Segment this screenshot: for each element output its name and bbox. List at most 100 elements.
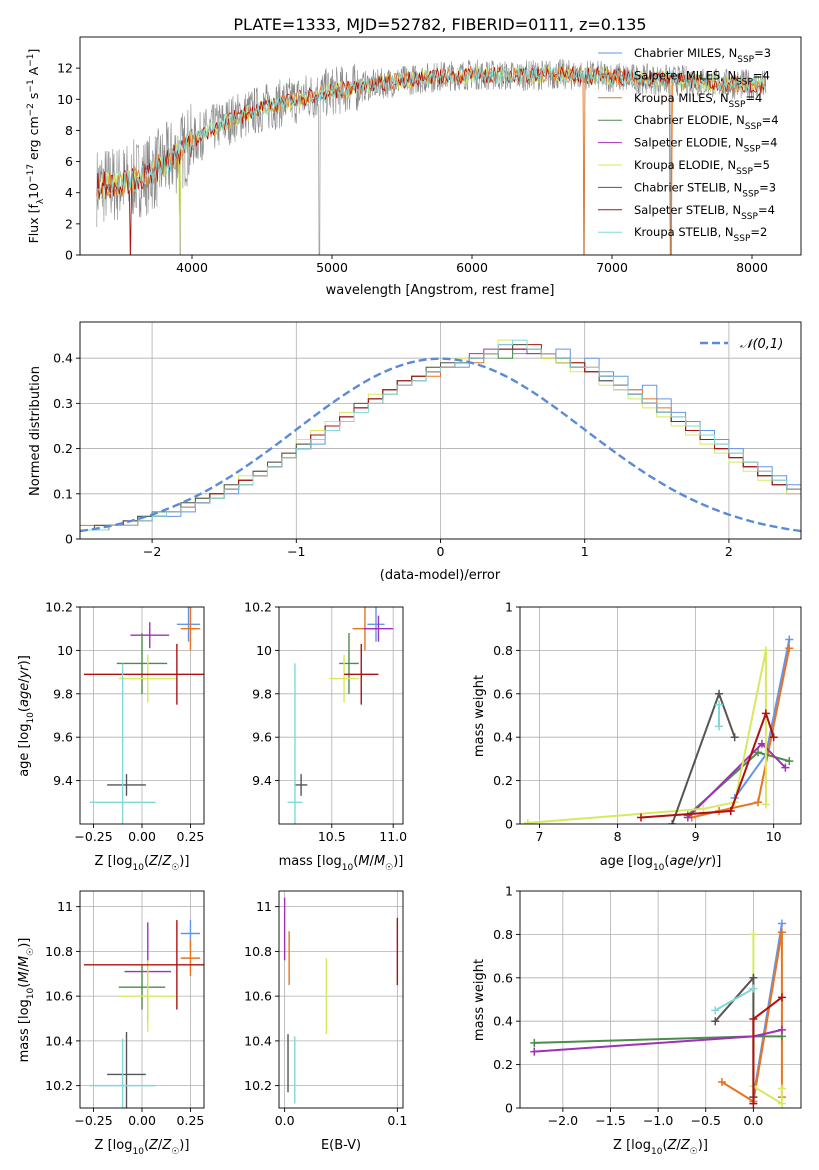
y-tick-label: 8 (65, 123, 73, 138)
x-tick-label: 10.5 (318, 829, 346, 844)
weight-series-line (640, 710, 775, 819)
x-axis-label: Z [log10(Z/Z☉)] (613, 1138, 708, 1157)
weight-series-line (714, 987, 754, 1012)
weight-marker (769, 733, 778, 742)
y-tick-label: 10 (256, 643, 272, 658)
weight-marker (717, 1077, 726, 1086)
y-tick-label: 0 (505, 817, 513, 832)
y-tick-label: 9.6 (252, 730, 272, 745)
x-axis-label: age [log10(age/yr)] (600, 854, 722, 873)
residual-legend: 𝒩(0,1) (700, 337, 783, 352)
y-tick-label: 1 (505, 884, 513, 899)
weight-marker (777, 1099, 786, 1108)
x-tick-label: −0.25 (74, 1113, 112, 1128)
y-tick-label: 0.2 (53, 441, 73, 456)
weight-series-line (733, 639, 791, 799)
weight-marker (777, 1084, 786, 1093)
y-tick-label: 0.8 (493, 927, 513, 942)
y-tick-label: 10.4 (244, 1033, 272, 1048)
y-tick-label: 10.8 (45, 944, 73, 959)
y-tick-label: 10 (57, 643, 73, 658)
y-tick-label: 0.4 (493, 730, 513, 745)
weight-marker (749, 1099, 758, 1108)
weight-marker (749, 984, 758, 993)
legend-label: Chabrier MILES, NSSP=3 (634, 46, 771, 65)
x-axis-label: Z [log10(Z/Z☉)] (95, 1138, 190, 1157)
y-axis-label: mass weight (472, 675, 487, 757)
x-tick-label: 0 (437, 544, 445, 559)
x-tick-label: 0.00 (128, 1113, 156, 1128)
axes-frame (79, 36, 802, 256)
axes-EBV-mass: 0.0 0.1 10.2 10.4 10.6 10.8 11 E(B-V) (244, 890, 407, 1153)
weight-marker (699, 804, 708, 813)
weight-series-line (691, 648, 791, 819)
legend-label: Kroupa ELODIE, NSSP=5 (634, 158, 770, 177)
weight-marker (730, 733, 739, 742)
x-tick-label: 0.00 (128, 829, 156, 844)
axes-residuals: −2 −1 0 1 2 0 0.1 0.2 0.3 0.4 𝒩(0,1) (data-model)/e… (28, 321, 802, 583)
weight-marker (754, 798, 763, 807)
y-tick-label: 9.6 (53, 730, 73, 745)
plot-area-Z-age (80, 607, 204, 824)
axes-frame (278, 606, 404, 825)
y-tick-label: 6 (65, 154, 73, 169)
weight-marker (777, 919, 786, 928)
y-tick-label: 0 (65, 248, 73, 263)
x-axis-label: mass [log10(M/M☉)] (279, 854, 404, 873)
y-tick-label: 10.2 (244, 1078, 272, 1093)
y-tick-label: 0.6 (493, 970, 513, 985)
weight-marker (785, 644, 794, 653)
weight-marker (711, 1017, 720, 1026)
weight-marker (636, 813, 645, 822)
y-tick-label: 11 (57, 899, 73, 914)
x-tick-label: 11.0 (379, 829, 407, 844)
x-tick-label: −2.0 (548, 1113, 578, 1128)
y-tick-label: 9.4 (53, 773, 73, 788)
x-tick-label: 6000 (456, 260, 488, 275)
x-tick-label: 2 (725, 544, 733, 559)
y-tick-label: 0.2 (493, 773, 513, 788)
weight-marker (715, 722, 724, 731)
plot-area-age-weight (520, 607, 801, 824)
y-tick-label: 0.2 (493, 1057, 513, 1072)
y-tick-label: 0.6 (493, 686, 513, 701)
x-tick-label: 7000 (596, 260, 628, 275)
weight-marker (523, 818, 532, 824)
x-tick-label: 5000 (316, 260, 348, 275)
x-axis-label: wavelength [Angstrom, rest frame] (326, 283, 555, 298)
y-tick-label: 10.2 (45, 600, 73, 615)
y-tick-label: 10.6 (244, 989, 272, 1004)
weight-marker (530, 1038, 539, 1047)
weight-marker (726, 806, 735, 815)
histogram-series (80, 344, 801, 526)
legend-label: Chabrier STELIB, NSSP=3 (634, 180, 776, 199)
x-tick-label: 0.25 (177, 1113, 205, 1128)
x-tick-label: 10 (766, 829, 782, 844)
spectrum-legend: Chabrier MILES, NSSP=3 Salpeter MILES, NS… (598, 46, 779, 244)
spectrum-model-line (96, 65, 766, 255)
x-tick-label: −0.5 (691, 1113, 721, 1128)
x-tick-label: 7 (536, 829, 544, 844)
y-tick-label: 0.1 (53, 486, 73, 501)
legend-label: Salpeter STELIB, NSSP=4 (634, 203, 775, 222)
figure-title: PLATE=1333, MJD=52782, FIBERID=0111, z=0… (233, 15, 646, 34)
y-axis-label: mass weight (472, 959, 487, 1041)
weight-marker (761, 800, 770, 809)
y-tick-label: 11 (256, 899, 272, 914)
y-tick-label: 12 (57, 61, 73, 76)
y-tick-label: 0 (505, 1101, 513, 1116)
axes-Z-weight: −2.0 −1.5 −1.0 −0.5 0.0 0 0.2 0.4 0.6 0.8 1 Z [log1… (472, 884, 802, 1157)
weight-series-line (527, 650, 767, 824)
gaussian-curve (80, 357, 801, 533)
y-tick-label: 0.4 (493, 1014, 513, 1029)
axes-Z-mass: −0.25 0.00 0.25 10.2 10.4 10.6 10.8 11 Z [log10(… (17, 890, 205, 1157)
axes-age-weight: 7 8 9 10 0 0.2 0.4 0.6 0.8 1 age [log10(age/yr)] ma… (472, 600, 802, 873)
weight-marker (749, 930, 758, 939)
weight-marker (781, 763, 790, 772)
weight-marker (754, 748, 763, 757)
weight-marker (761, 646, 770, 655)
weight-marker (711, 1006, 720, 1015)
legend-label: Kroupa STELIB, NSSP=2 (634, 225, 767, 244)
